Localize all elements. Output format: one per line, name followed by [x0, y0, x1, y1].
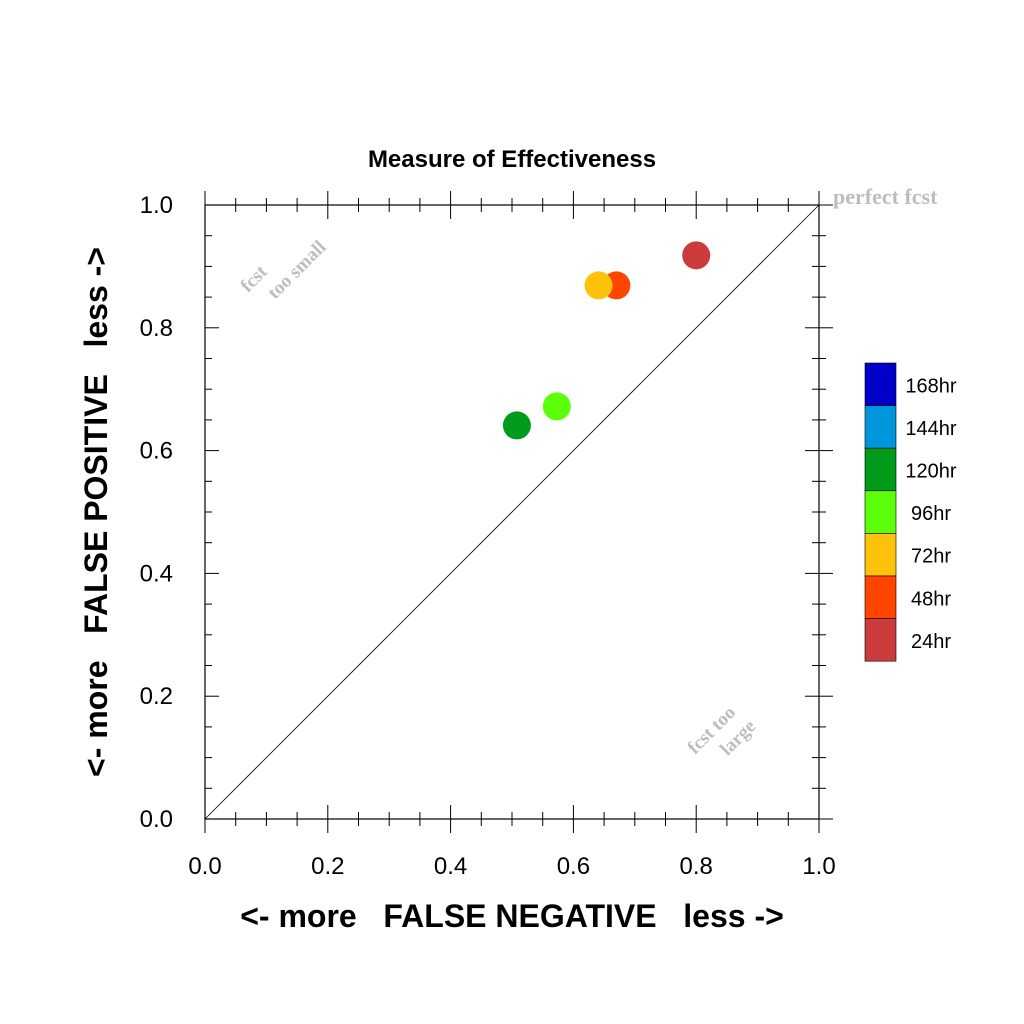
data-points: [502, 241, 711, 440]
legend-label-120hr: 120hr: [905, 461, 956, 483]
x-tick-label: 0.4: [434, 853, 467, 880]
legend-swatch-24hr: [864, 618, 897, 662]
x-tick-label: 0.6: [557, 853, 590, 880]
perfect-forecast-line: [204, 204, 820, 820]
axis-ticks: [204, 191, 833, 833]
y-tick-label: 1.0: [140, 192, 173, 219]
legend-swatch-96hr: [864, 490, 897, 534]
y-tick-label: 0.4: [140, 560, 173, 587]
legend-label-72hr: 72hr: [911, 546, 951, 568]
y-tick-label: 0.8: [140, 315, 173, 342]
legend-label-144hr: 144hr: [905, 418, 956, 440]
legend-swatch-120hr: [864, 447, 897, 492]
y-axis-label: <- more FALSE POSITIVE less ->: [78, 247, 114, 777]
x-tick-label: 0.0: [188, 853, 221, 880]
point-24hr: [682, 241, 711, 270]
legend-swatch-48hr: [864, 575, 897, 619]
point-96hr: [542, 392, 571, 421]
tick-labels: 0.0 0.2 0.4 0.6 0.8 1.0 0.0 0.2 0.4 0.6 0.8 1.0: [140, 192, 836, 880]
annotations: perfect fcst fcsttoo small fcst toolarge: [237, 184, 938, 775]
point-120hr: [502, 411, 531, 440]
annotation-too-large: fcst toolarge: [684, 699, 760, 775]
legend-swatch-72hr: [864, 533, 897, 577]
legend-label-24hr: 24hr: [911, 631, 951, 653]
y-tick-label: 0.0: [140, 806, 173, 833]
x-tick-label: 1.0: [802, 853, 835, 880]
y-tick-label: 0.6: [140, 438, 173, 465]
chart-title: Measure of Effectiveness: [368, 146, 656, 173]
legend: 168hr 144hr 120hr 96hr 72hr 48hr 24hr: [864, 362, 957, 662]
annotation-too-small-line: too small: [264, 237, 331, 304]
annotation-perfect-fcst: perfect fcst: [833, 184, 938, 209]
x-axis-label: <- more FALSE NEGATIVE less ->: [240, 898, 784, 934]
x-tick-label: 0.2: [311, 853, 344, 880]
x-tick-label: 0.8: [680, 853, 713, 880]
legend-swatch-168hr: [864, 362, 897, 406]
legend-label-96hr: 96hr: [911, 503, 951, 525]
legend-swatch-144hr: [864, 405, 897, 449]
point-72hr: [584, 271, 613, 300]
y-tick-label: 0.2: [140, 683, 173, 710]
annotation-too-small: fcsttoo small: [237, 220, 331, 314]
legend-label-48hr: 48hr: [911, 588, 951, 610]
legend-label-168hr: 168hr: [905, 375, 956, 397]
